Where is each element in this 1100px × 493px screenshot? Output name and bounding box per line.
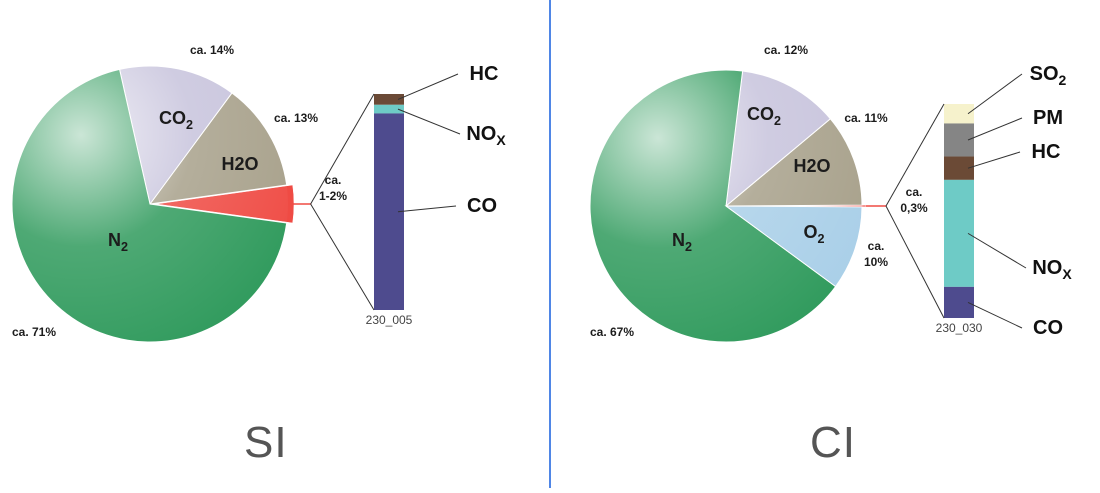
ci-pct-label-o2: ca. 10% — [864, 239, 888, 269]
si-bar-segment-nox — [374, 104, 404, 114]
si-connector-bottom — [310, 203, 375, 311]
ci-leader-hc — [967, 151, 1021, 169]
ci-legend-pm: PM — [1033, 107, 1063, 129]
ci-bar-segment-so2 — [944, 104, 974, 124]
ci-connector-top — [885, 103, 945, 207]
si-legend-nox: NOX — [466, 123, 506, 148]
si-slice-label-h2o: H2O — [221, 154, 258, 174]
ci-leader-co — [967, 301, 1023, 329]
ci-leader-pm — [967, 117, 1023, 141]
si-bar-segment-hc — [374, 94, 404, 105]
si-pct-label-co2: ca. 14% — [190, 43, 234, 57]
ci-bar-segment-co — [944, 286, 974, 318]
si-pct-label-h2o: ca. 13% — [274, 111, 318, 125]
ci-bar-segment-pm — [944, 123, 974, 157]
ci-leader-so2 — [967, 73, 1023, 115]
ci-legend-nox: NOX — [1032, 257, 1072, 282]
si-legend-co: CO — [467, 195, 497, 217]
si-panel: N2 ca. 71% CO2 ca. 14% H2O ca. 13% ca. 1-2% HC NO… — [11, 43, 506, 343]
ci-pct-label-co2: ca. 12% — [764, 43, 808, 57]
panel-divider — [549, 0, 551, 488]
ci-legend-co: CO — [1033, 317, 1063, 339]
si-figure-code: 230_005 — [366, 313, 413, 327]
ci-legend-hc: HC — [1032, 141, 1061, 163]
ci-leader-nox — [967, 232, 1027, 269]
ci-panel: N2 ca. 67% CO2 ca. 12% H2O ca. 11% ca. 0,3% O2 ca… — [589, 43, 1072, 343]
ci-pct-label-n2: ca. 67% — [590, 325, 634, 339]
ci-slice-label-co2: CO2 — [747, 104, 781, 128]
ci-pct-label-h2o: ca. 11% — [844, 111, 888, 125]
ci-legend-so2: SO2 — [1030, 63, 1067, 88]
ci-slice-label-o2: O2 — [803, 222, 824, 246]
si-leader-co — [397, 205, 457, 213]
ci-slice-label-h2o: H2O — [793, 156, 830, 176]
si-pct-label-n2: ca. 71% — [12, 325, 56, 339]
ci-bar-segment-nox — [944, 179, 974, 287]
si-legend-hc: HC — [470, 63, 499, 85]
si-pct-label-trace: ca. 1-2% — [319, 173, 347, 203]
si-slice-label-co2: CO2 — [159, 108, 193, 132]
ci-connector-bottom — [885, 205, 945, 319]
si-chart-title: SI — [244, 418, 288, 467]
ci-slice-label-n2: N2 — [672, 230, 692, 254]
si-leader-nox — [397, 108, 461, 135]
si-leader-hc — [397, 73, 459, 100]
si-slice-label-n2: N2 — [108, 230, 128, 254]
ci-bar-segment-hc — [944, 156, 974, 180]
ci-chart-title: CI — [810, 418, 856, 467]
ci-pct-label-trace: ca. 0,3% — [900, 185, 928, 215]
si-connector-top — [310, 93, 375, 205]
ci-figure-code: 230_030 — [936, 321, 983, 335]
